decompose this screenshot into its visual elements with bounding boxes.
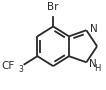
Text: Br: Br [47,2,59,12]
Text: N: N [90,24,97,34]
Text: 3: 3 [19,65,24,74]
Text: H: H [94,64,101,73]
Text: CF: CF [1,61,15,71]
Text: N: N [89,59,97,69]
